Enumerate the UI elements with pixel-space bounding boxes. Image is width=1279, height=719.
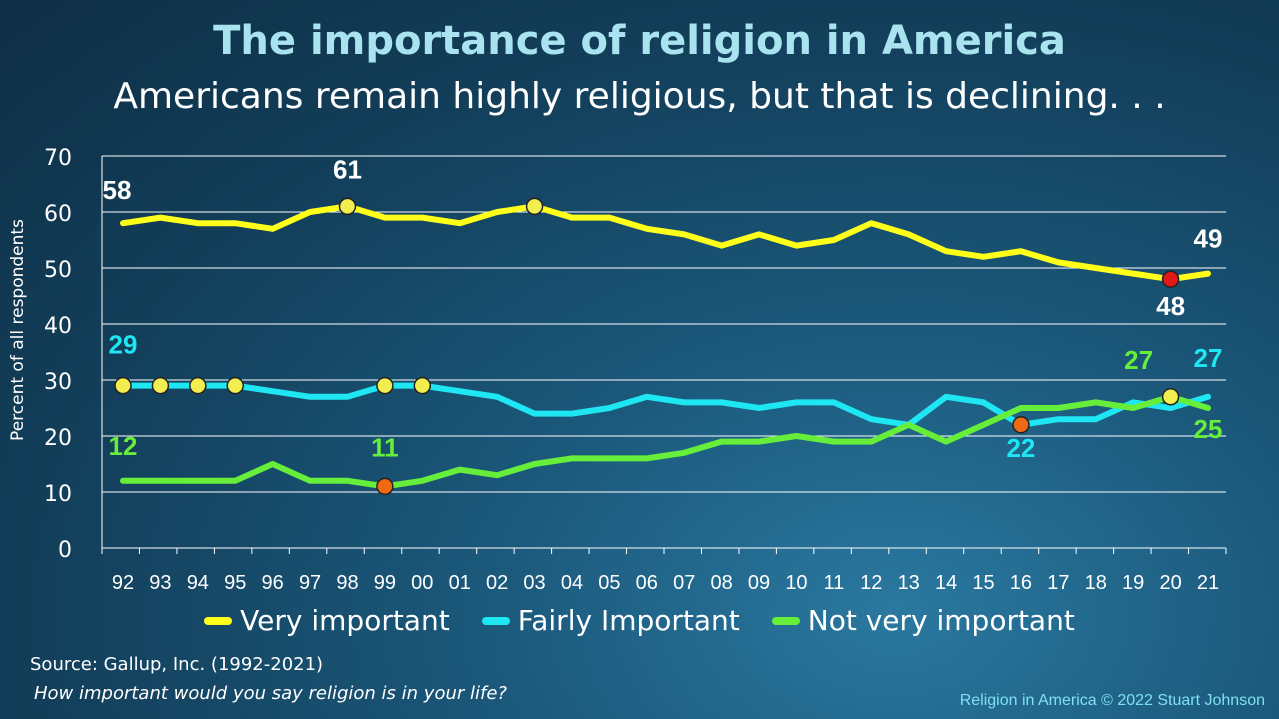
- x-tick-label: 21: [1197, 572, 1219, 594]
- line-chart: 0 10 20 30 40 50 60 70 92 93 94 95 96 97 98 99 00 01 02 03 0…: [44, 146, 1223, 594]
- data-point-marker: [1161, 388, 1180, 406]
- x-tick-label: 18: [1085, 572, 1107, 594]
- data-label: 22: [1006, 433, 1035, 463]
- legend-swatch-fairly-important: [481, 616, 510, 625]
- x-tick-label: 93: [149, 572, 171, 594]
- legend-item-not-very-important: Not very important: [771, 604, 1075, 637]
- x-tick-label: 09: [748, 572, 770, 594]
- credit-note: Religion in America © 2022 Stuart Johnso…: [959, 692, 1265, 709]
- data-point-marker: [189, 376, 207, 395]
- x-tick-label: 05: [598, 572, 620, 594]
- x-tick-label: 04: [561, 572, 583, 594]
- y-tick-label: 0: [58, 538, 72, 563]
- data-label: 48: [1156, 291, 1185, 321]
- x-tick-label: 92: [112, 572, 134, 594]
- legend-label-fairly-important: Fairly Important: [517, 604, 740, 637]
- x-tick-label: 10: [785, 572, 807, 594]
- data-point-marker: [376, 376, 394, 395]
- x-tick-label: 95: [224, 572, 246, 594]
- x-tick-label: 15: [972, 572, 994, 594]
- x-tick-label: 99: [374, 572, 396, 594]
- x-tick-label: 98: [336, 572, 358, 594]
- y-axis-label: Percent of all respondents: [8, 219, 28, 441]
- legend-item-very-important: Very important: [204, 604, 450, 637]
- data-label: 49: [1194, 224, 1223, 254]
- x-tick-label: 94: [187, 572, 209, 594]
- data-point-marker: [338, 197, 357, 216]
- x-tick-label: 12: [860, 572, 882, 594]
- x-tick-label: 08: [710, 572, 732, 594]
- data-label: 25: [1194, 414, 1223, 444]
- y-tick-label: 70: [44, 146, 72, 171]
- series-line-2: [120, 393, 1211, 490]
- data-label: 27: [1194, 343, 1223, 373]
- data-point-marker: [376, 477, 394, 496]
- data-label: 12: [109, 431, 138, 461]
- series-line-0: [120, 203, 1211, 283]
- x-tick-label: 03: [523, 572, 545, 594]
- data-point-marker: [151, 376, 170, 395]
- x-tick-label: 00: [411, 572, 433, 594]
- y-tick-label: 40: [44, 314, 72, 339]
- x-tick-label: 13: [898, 572, 920, 594]
- chart-legend: Very important Fairly Important Not very…: [0, 604, 1279, 637]
- data-point-marker: [114, 376, 132, 395]
- y-tick-label: 10: [44, 482, 72, 507]
- x-tick-label: 96: [262, 572, 284, 594]
- data-label: 11: [371, 432, 399, 462]
- x-tick-label: 17: [1047, 572, 1069, 594]
- legend-item-fairly-important: Fairly Important: [481, 604, 740, 637]
- x-tick-label: 11: [823, 572, 844, 594]
- y-tick-label: 30: [44, 370, 72, 395]
- legend-label-not-very-important: Not very important: [807, 604, 1075, 637]
- y-tick-label: 60: [44, 202, 72, 227]
- legend-label-very-important: Very important: [240, 604, 450, 637]
- data-label: 58: [103, 175, 132, 205]
- y-tick-label: 50: [44, 258, 72, 283]
- data-point-marker: [1161, 270, 1180, 288]
- data-label: 29: [109, 330, 138, 360]
- source-note: Source: Gallup, Inc. (1992-2021): [30, 654, 324, 675]
- legend-swatch-not-very-important: [771, 616, 800, 625]
- x-tick-label: 19: [1122, 572, 1144, 594]
- x-tick-label: 97: [299, 572, 321, 594]
- x-tick-label: 06: [636, 572, 658, 594]
- data-point-marker: [413, 376, 432, 395]
- data-label: 61: [333, 154, 362, 184]
- y-tick-label: 20: [44, 426, 72, 451]
- chart-title: The importance of religion in America: [213, 18, 1066, 64]
- data-point-marker: [1012, 416, 1030, 434]
- chart-subtitle: Americans remain highly religious, but t…: [113, 76, 1166, 117]
- data-point-marker: [226, 376, 244, 395]
- data-label: 27: [1124, 345, 1153, 375]
- legend-swatch-very-important: [204, 616, 233, 625]
- x-tick-label: 07: [673, 572, 695, 594]
- x-tick-label: 02: [486, 572, 508, 594]
- data-point-marker: [525, 197, 544, 216]
- x-tick-label: 20: [1159, 572, 1181, 594]
- survey-question: How important would you say religion is …: [34, 683, 507, 704]
- x-tick-label: 01: [449, 572, 471, 594]
- x-tick-label: 16: [1010, 572, 1032, 594]
- x-tick-label: 14: [935, 572, 957, 594]
